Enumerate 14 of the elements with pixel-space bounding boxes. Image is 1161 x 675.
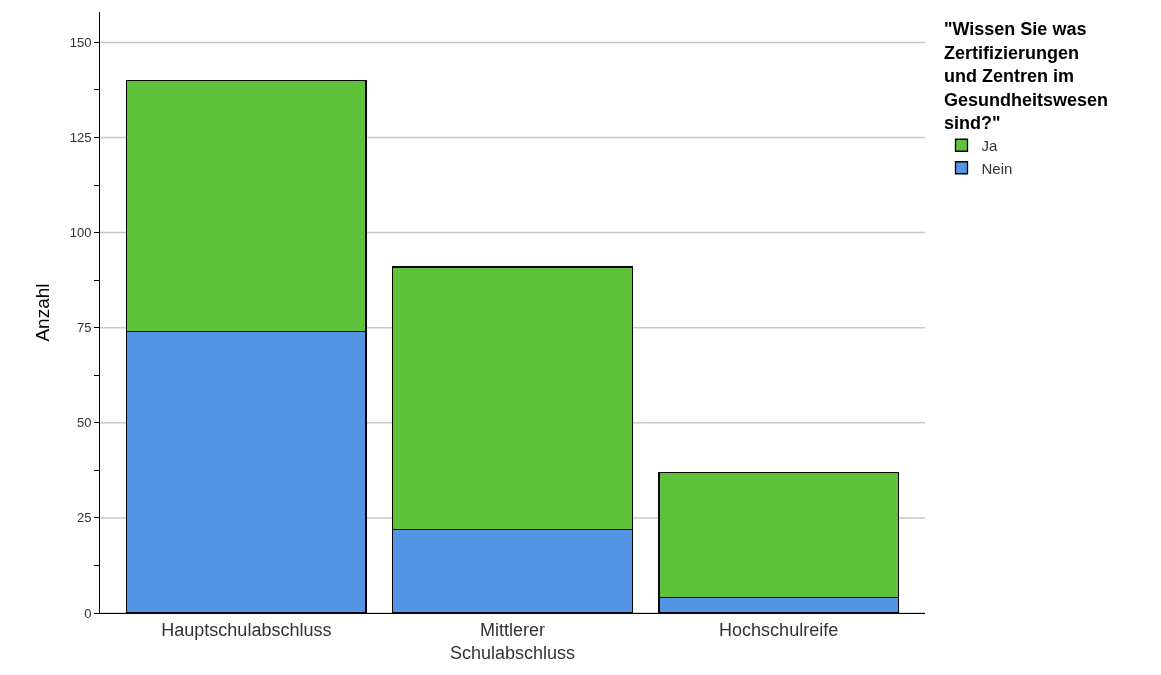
legend-title: "Wissen Sie was Zertifizierungen und Zentren im Gesundheitswesen sind?" bbox=[943, 19, 1109, 133]
y-tick-label: 125 bbox=[69, 130, 92, 146]
y-tick-label: 0 bbox=[84, 605, 92, 621]
legend-label: Nein bbox=[981, 159, 1013, 177]
x-tick-label: Hauptschulabschluss bbox=[161, 619, 332, 640]
x-tick-label: Mittlerer Schulabschluss bbox=[449, 619, 576, 663]
y-tick-label: 100 bbox=[69, 225, 92, 241]
y-tick-label: 150 bbox=[69, 34, 92, 50]
legend-label: Ja bbox=[981, 137, 998, 155]
y-axis-title: Anzahl bbox=[31, 283, 53, 342]
y-tick-label: 25 bbox=[76, 510, 92, 526]
x-tick-label: Hochschulreife bbox=[719, 619, 839, 640]
y-tick-label: 50 bbox=[76, 415, 92, 431]
y-tick-label: 75 bbox=[76, 320, 92, 336]
